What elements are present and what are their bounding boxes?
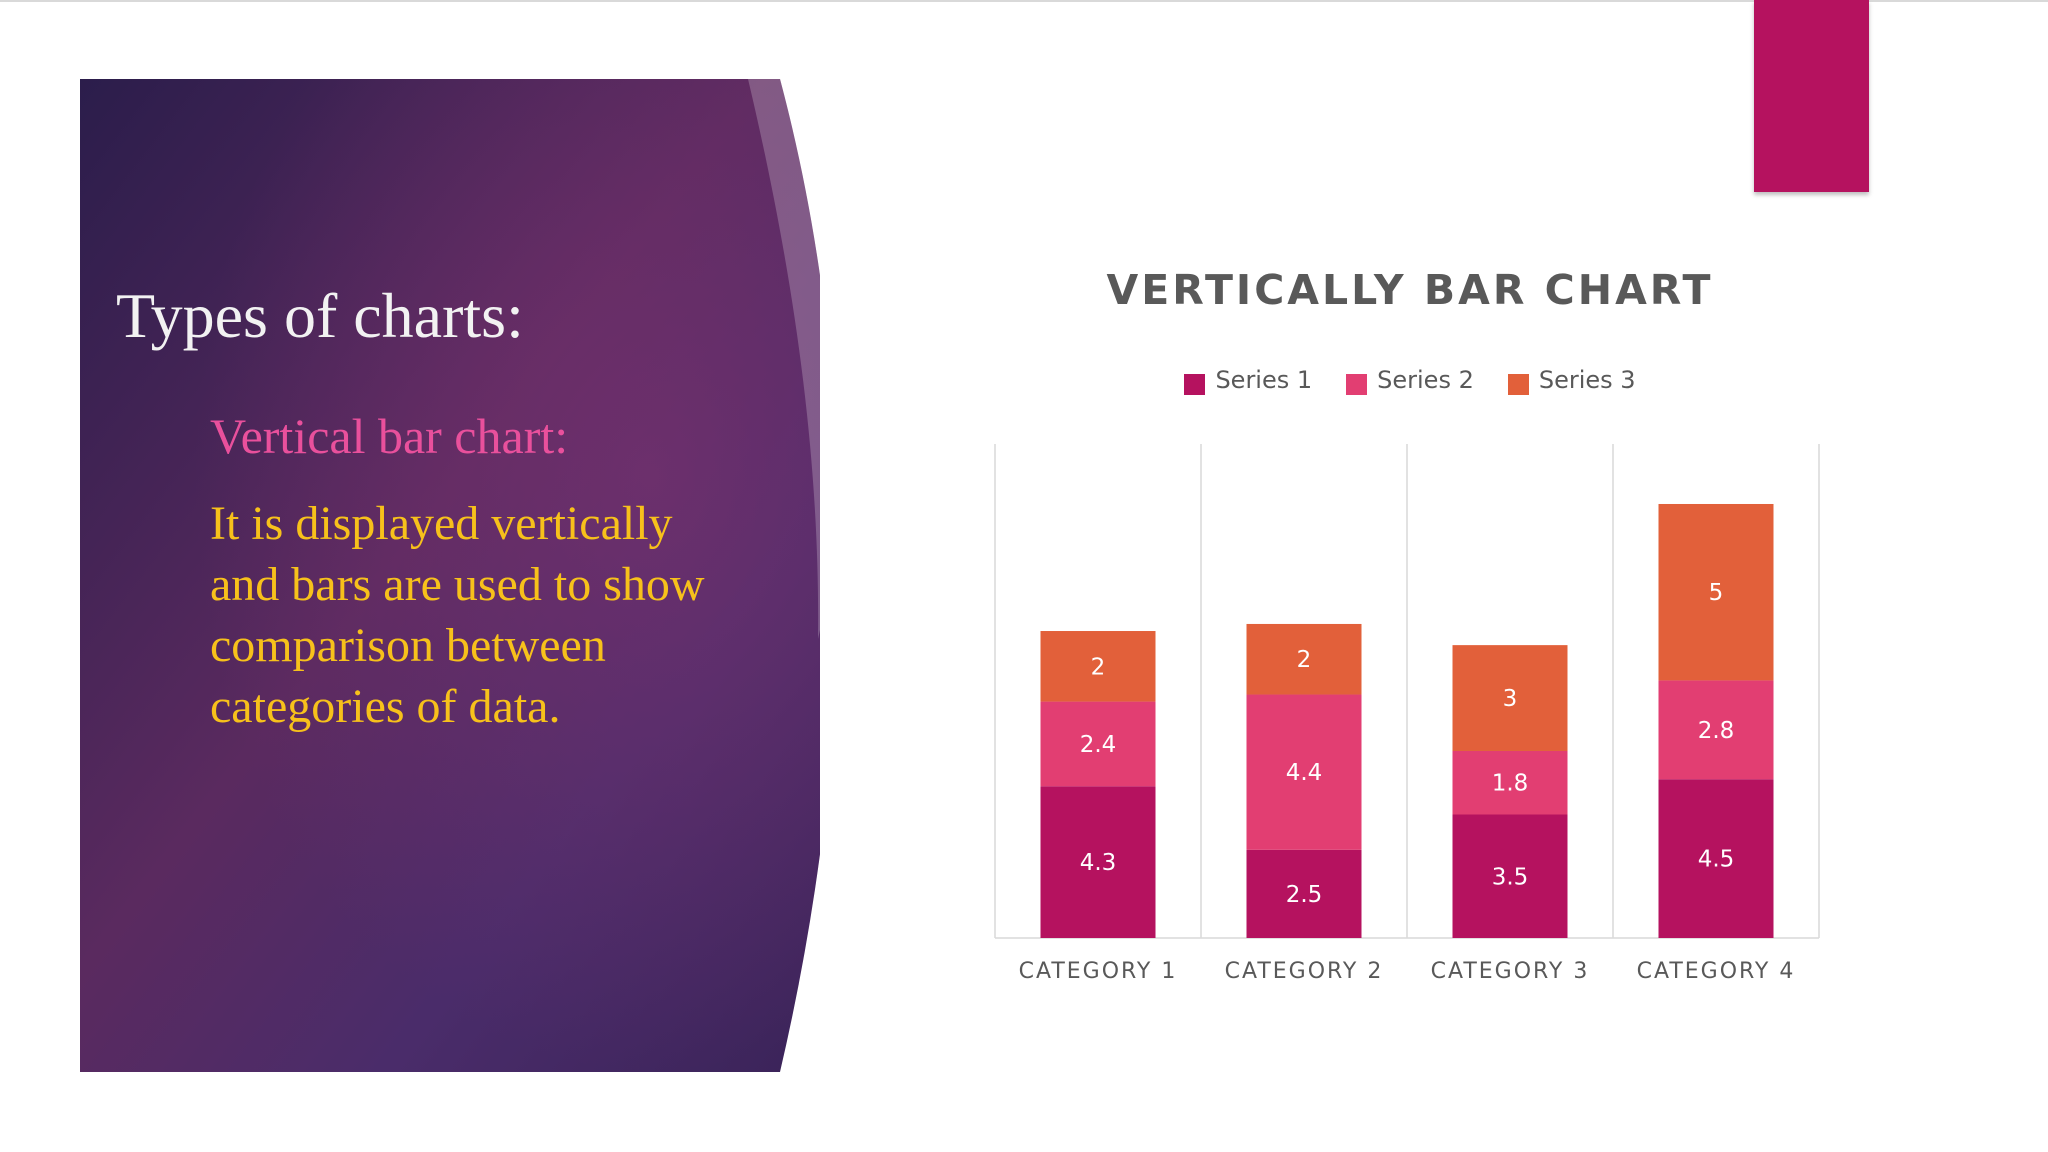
bar-2-2	[1246, 694, 1362, 850]
bar-1-3	[1452, 814, 1568, 938]
category-label: CATEGORY 3	[1431, 959, 1590, 984]
bar-1-2	[1246, 849, 1362, 938]
legend-swatch	[1346, 374, 1368, 395]
bar-3-3	[1452, 645, 1568, 751]
category-label: CATEGORY 1	[1019, 959, 1178, 984]
legend-label: Series 2	[1377, 365, 1474, 394]
data-label: 3.5	[1492, 864, 1529, 890]
legend-item-series-3: Series 3	[1507, 364, 1636, 395]
slide-subheading: Vertical bar chart:	[210, 408, 569, 464]
chart-area: 4.3 2.4 2 CATEGORY 1 2.5 4.4 2 CATEGORY 2 3.5 1.8…	[960, 250, 1860, 1010]
bar-1-4	[1658, 779, 1774, 938]
top-rule	[0, 0, 2048, 2]
data-label: 5	[1709, 580, 1724, 606]
chart-legend: Series 1 Series 2 Series 3	[960, 364, 1860, 395]
legend-swatch	[1507, 374, 1529, 395]
bar-3-4	[1658, 503, 1774, 681]
data-label: 2	[1091, 654, 1106, 680]
data-label: 2.4	[1080, 732, 1117, 758]
chart-title: VERTICALLY BAR CHART	[1106, 266, 1714, 314]
legend-label: Series 3	[1538, 365, 1636, 394]
bar-2-1	[1040, 701, 1156, 787]
legend-swatch	[1184, 374, 1206, 395]
panel-background	[80, 79, 820, 1072]
bar-1-1	[1040, 786, 1156, 938]
bar-2-3	[1452, 750, 1568, 815]
data-label: 2.8	[1698, 718, 1735, 744]
data-label: 2	[1297, 647, 1312, 673]
category-label: CATEGORY 2	[1225, 959, 1384, 984]
bar-chart: 4.3 2.4 2 CATEGORY 1 2.5 4.4 2 CATEGORY 2 3.5 1.8…	[994, 444, 1820, 984]
bar-3-1	[1040, 631, 1156, 702]
legend-item-series-2: Series 2	[1346, 364, 1474, 395]
data-label: 1.8	[1492, 771, 1529, 797]
data-label: 4.5	[1698, 847, 1735, 873]
data-label: 2.5	[1286, 882, 1323, 908]
data-label: 3	[1503, 686, 1518, 712]
bar-2-4	[1658, 680, 1774, 780]
panel-highlight-arc	[748, 79, 820, 639]
panel-glow	[80, 79, 820, 1072]
slide-heading: Types of charts:	[116, 280, 524, 351]
legend-label: Series 1	[1215, 365, 1313, 394]
legend-item-series-1: Series 1	[1184, 364, 1312, 395]
slide-body-text: It is displayed vertically and bars are …	[210, 497, 705, 733]
accent-tab	[1754, 0, 1869, 192]
title-panel: Types of charts: Vertical bar chart: It …	[80, 79, 820, 1072]
data-label: 4.3	[1080, 850, 1117, 876]
category-label: CATEGORY 4	[1637, 959, 1796, 984]
data-label: 4.4	[1286, 760, 1323, 786]
bar-3-2	[1246, 623, 1362, 695]
